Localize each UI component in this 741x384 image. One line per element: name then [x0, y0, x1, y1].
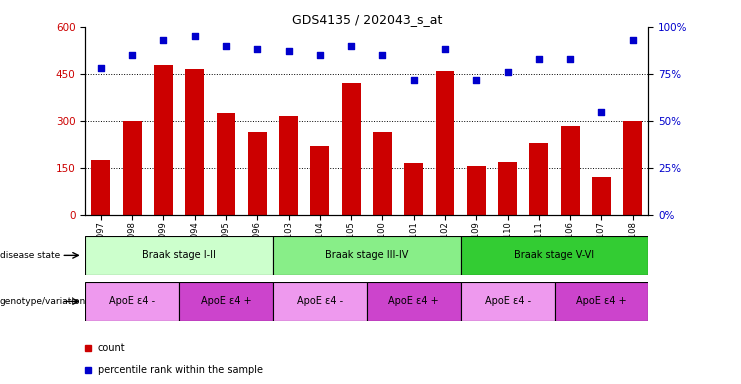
Text: count: count	[98, 343, 125, 353]
Point	[126, 52, 138, 58]
Bar	[530, 143, 548, 215]
Point	[314, 52, 326, 58]
Text: ApoE ε4 +: ApoE ε4 +	[576, 296, 627, 306]
Bar	[179, 282, 273, 321]
Bar	[216, 113, 236, 215]
Bar	[561, 126, 579, 215]
Point	[564, 56, 576, 62]
Bar	[91, 160, 110, 215]
Text: percentile rank within the sample: percentile rank within the sample	[98, 365, 263, 375]
Bar	[467, 166, 485, 215]
Point	[596, 109, 608, 115]
Bar	[185, 69, 204, 215]
Bar	[436, 71, 454, 215]
Bar	[592, 177, 611, 215]
Bar	[405, 163, 423, 215]
Point	[158, 37, 170, 43]
Bar	[279, 116, 298, 215]
Bar	[461, 282, 554, 321]
Text: genotype/variation: genotype/variation	[0, 297, 86, 306]
Text: Braak stage I-II: Braak stage I-II	[142, 250, 216, 260]
Point	[471, 76, 482, 83]
Point	[345, 43, 357, 49]
Point	[439, 46, 451, 53]
Bar	[123, 121, 142, 215]
Text: ApoE ε4 +: ApoE ε4 +	[388, 296, 439, 306]
Point	[95, 65, 107, 71]
Point	[220, 43, 232, 49]
Bar	[85, 236, 273, 275]
Text: Braak stage III-IV: Braak stage III-IV	[325, 250, 408, 260]
Bar	[498, 162, 517, 215]
Text: Braak stage V-VI: Braak stage V-VI	[514, 250, 594, 260]
Point	[627, 37, 639, 43]
Title: GDS4135 / 202043_s_at: GDS4135 / 202043_s_at	[292, 13, 442, 26]
Bar	[154, 65, 173, 215]
Bar	[273, 236, 461, 275]
Point	[282, 48, 294, 55]
Bar	[554, 282, 648, 321]
Point	[502, 69, 514, 75]
Bar	[373, 132, 392, 215]
Point	[408, 76, 419, 83]
Bar	[248, 132, 267, 215]
Point	[533, 56, 545, 62]
Bar	[85, 282, 179, 321]
Text: ApoE ε4 -: ApoE ε4 -	[109, 296, 155, 306]
Text: ApoE ε4 -: ApoE ε4 -	[485, 296, 531, 306]
Bar	[310, 146, 329, 215]
Bar	[342, 83, 361, 215]
Bar	[623, 121, 642, 215]
Bar	[461, 236, 648, 275]
Bar	[367, 282, 461, 321]
Point	[189, 33, 201, 40]
Point	[376, 52, 388, 58]
Text: disease state: disease state	[0, 251, 60, 260]
Point	[251, 46, 263, 53]
Text: ApoE ε4 +: ApoE ε4 +	[201, 296, 251, 306]
Bar	[273, 282, 367, 321]
Text: ApoE ε4 -: ApoE ε4 -	[297, 296, 343, 306]
